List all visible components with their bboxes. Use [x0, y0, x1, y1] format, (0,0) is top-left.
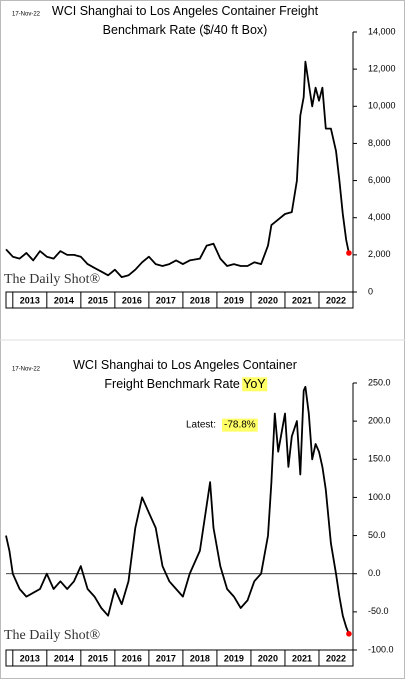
x-tick-label: 2014: [54, 653, 74, 663]
y-tick-label: -50.0: [368, 606, 389, 616]
x-tick-label: 2014: [54, 295, 74, 305]
title-line: WCI Shanghai to Los Angeles Container Fr…: [52, 4, 319, 18]
date-note: 17-Nov-22: [12, 367, 41, 373]
x-tick-label: 2019: [224, 295, 244, 305]
x-tick-label: 2015: [88, 295, 108, 305]
x-tick-label: 2020: [258, 653, 278, 663]
watermark: The Daily Shot®: [4, 272, 101, 287]
y-tick-label: 14,000: [368, 26, 396, 36]
value-label-bg: [222, 418, 258, 432]
y-tick-label: 0.0: [368, 568, 381, 578]
y-tick-label: -100.0: [368, 644, 394, 654]
title-highlight-bg: [242, 377, 268, 392]
title-line: WCI Shanghai to Los Angeles Container: [73, 358, 297, 372]
x-tick-label: 2015: [88, 653, 108, 663]
value-label: -78.8%: [224, 420, 256, 431]
x-tick-label: 2022: [326, 653, 346, 663]
x-tick-label: 2013: [20, 295, 40, 305]
series-line: [5, 385, 350, 635]
y-tick-label: 12,000: [368, 64, 396, 74]
y-tick-label: 100.0: [368, 492, 391, 502]
title-line: Freight Benchmark Rate: [104, 377, 240, 391]
annotation: Latest:: [186, 420, 216, 431]
x-tick-label: 2018: [190, 653, 210, 663]
x-axis-box: [5, 649, 354, 667]
date-note: 17-Nov-22: [12, 12, 41, 18]
end-marker: [346, 250, 352, 256]
chart-title: WCI Shanghai to Los Angeles Container: [73, 358, 297, 372]
title-line: Benchmark Rate ($/40 ft Box): [103, 23, 268, 37]
title-highlight: YoY: [243, 377, 266, 391]
x-tick-label: 2017: [156, 295, 176, 305]
x-tick-label: 2019: [224, 653, 244, 663]
y-tick-label: 250.0: [368, 377, 391, 387]
x-tick-label: 2021: [292, 653, 312, 663]
x-tick-label: 2020: [258, 295, 278, 305]
y-tick-label: 150.0: [368, 454, 391, 464]
y-tick-label: 8,000: [368, 138, 391, 148]
y-tick-label: 2,000: [368, 249, 391, 259]
chart-title: Freight Benchmark Rate YoY: [104, 377, 266, 391]
chart-title: Benchmark Rate ($/40 ft Box): [103, 23, 268, 37]
x-tick-label: 2016: [122, 295, 142, 305]
chart-title: WCI Shanghai to Los Angeles Container Fr…: [52, 4, 319, 18]
series-line: [5, 60, 350, 278]
watermark: The Daily Shot®: [4, 628, 101, 643]
y-tick-label: 50.0: [368, 530, 386, 540]
x-tick-label: 2017: [156, 653, 176, 663]
x-tick-label: 2018: [190, 295, 210, 305]
y-tick-label: 4,000: [368, 212, 391, 222]
x-tick-label: 2021: [292, 295, 312, 305]
x-tick-label: 2013: [20, 653, 40, 663]
y-tick-label: 10,000: [368, 101, 396, 111]
end-marker: [346, 631, 352, 637]
x-tick-label: 2016: [122, 653, 142, 663]
y-tick-label: 6,000: [368, 175, 391, 185]
x-axis-box: [5, 291, 354, 309]
y-tick-label: 200.0: [368, 416, 391, 426]
y-tick-label: 0: [368, 286, 373, 296]
x-tick-label: 2022: [326, 295, 346, 305]
